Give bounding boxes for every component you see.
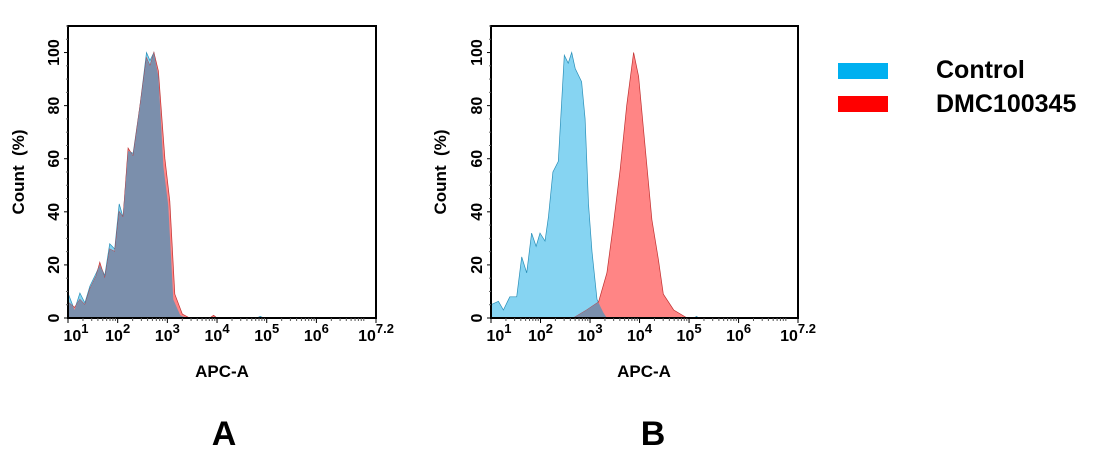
x-tick-label: 104: [627, 321, 653, 345]
y-tick-label: 80: [46, 97, 63, 115]
y-tick-label: 20: [469, 256, 486, 274]
x-tick-label: 106: [304, 321, 329, 345]
x-tick-label: 102: [105, 321, 130, 345]
x-tick-label: 103: [578, 321, 603, 345]
x-tick-label: 103: [155, 321, 180, 345]
x-tick-label: 107.2: [780, 321, 816, 345]
y-axis-label-b: Count (%): [431, 130, 450, 215]
chart-a: 0 20 40 60 80 100 101 102 103 104 105 106 107.2: [46, 25, 394, 345]
x-tick-label: 101: [486, 321, 511, 345]
y-tick-label: 100: [469, 39, 486, 66]
y-tick-label: 80: [469, 97, 486, 115]
x-tick-label: 104: [205, 321, 231, 345]
x-tick-label: 107.2: [358, 321, 394, 345]
chart-b: 0 20 40 60 80 100 101 102 103 104 105 106 107.2: [469, 25, 816, 345]
overlap-area: [68, 52, 376, 318]
y-tick-label: 60: [46, 150, 63, 168]
x-tick-label: 105: [254, 321, 279, 345]
y-tick-label: 0: [46, 313, 63, 322]
panel-label-b: B: [641, 415, 666, 453]
y-tick-label: 60: [469, 150, 486, 168]
y-tick-label: 40: [469, 203, 486, 221]
y-axis-label-a: Count (%): [9, 130, 28, 215]
legend-label-control: Control: [936, 56, 1025, 84]
x-tick-label: 106: [726, 321, 751, 345]
y-tick-label: 0: [469, 313, 486, 322]
y-tick-label: 20: [46, 256, 63, 274]
x-tick-label: 105: [677, 321, 702, 345]
x-axis-label-b: APC-A: [617, 362, 671, 381]
panel-label-a: A: [212, 415, 237, 453]
legend-swatch-control: [838, 63, 888, 79]
y-tick-label: 40: [46, 203, 63, 221]
legend-swatch-dmc100345: [838, 96, 888, 112]
x-tick-label: 101: [63, 321, 88, 345]
y-tick-label: 100: [46, 39, 63, 66]
legend: Control DMC100345: [838, 56, 1076, 118]
x-axis-label-a: APC-A: [195, 362, 249, 381]
x-tick-label: 102: [528, 321, 553, 345]
legend-label-dmc100345: DMC100345: [936, 90, 1076, 118]
